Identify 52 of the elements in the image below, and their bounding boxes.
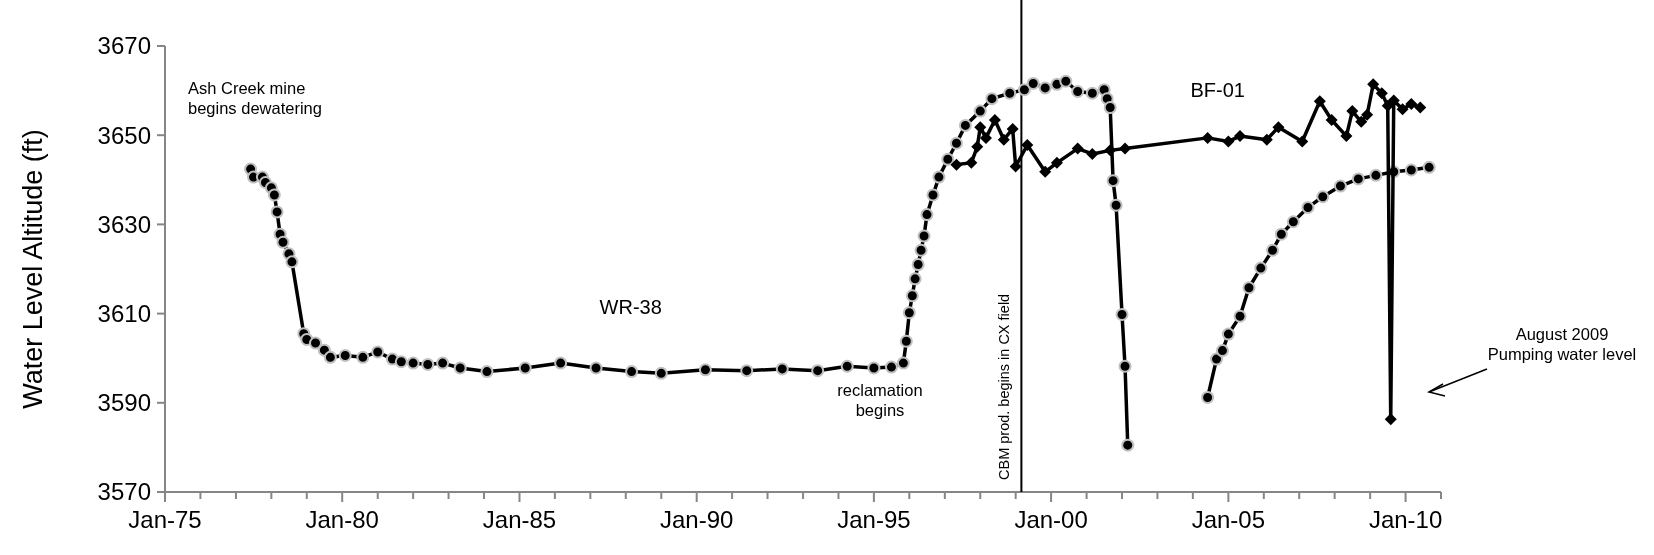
point [988, 114, 1001, 127]
point [1367, 78, 1380, 91]
point [1296, 135, 1309, 148]
point [1361, 108, 1374, 121]
point [997, 133, 1010, 146]
x-tick-label: Jan-85 [482, 506, 557, 533]
point [1355, 115, 1368, 128]
y-tick-label: 3670 [97, 32, 151, 60]
point [1375, 87, 1388, 100]
point [1346, 105, 1359, 118]
text: WR-38 [599, 295, 662, 318]
point [1039, 165, 1052, 178]
y-tick-label: 3610 [97, 300, 151, 327]
x-tick-label: Jan-10 [1368, 506, 1443, 533]
point [1086, 147, 1099, 160]
point [1272, 121, 1285, 134]
annotation: reclamation begins [837, 381, 923, 419]
point [1384, 413, 1397, 426]
point [1405, 97, 1418, 110]
ref-line-label: CBM prod. begins in CX field [996, 293, 1013, 480]
point [1104, 144, 1117, 157]
point [1050, 156, 1063, 169]
x-tick-label: Jan-80 [305, 506, 379, 533]
series-label: BF-01 [1190, 79, 1245, 102]
y-tick-label: 3630 [97, 210, 151, 238]
y-tick-label: 3570 [97, 478, 151, 506]
y-axis-title: Water Level Altitude (ft) [18, 129, 48, 409]
x-tick-label: Jan-05 [1191, 506, 1266, 533]
point [1396, 103, 1409, 116]
point [1119, 142, 1132, 155]
x-tick-label: Jan-90 [660, 506, 734, 533]
point [1006, 122, 1019, 135]
annotation: Ash Creek mine begins dewatering [188, 79, 322, 117]
point [965, 156, 978, 169]
point [1071, 142, 1084, 155]
point [971, 140, 984, 153]
y-tick-label: 3590 [97, 389, 151, 417]
point [1340, 130, 1353, 143]
point [950, 158, 963, 171]
x-tick-label: Jan-95 [837, 506, 911, 533]
point [1414, 101, 1427, 114]
point [1260, 133, 1273, 146]
point [1313, 95, 1326, 108]
point [1021, 139, 1034, 152]
text: August 2009 Pumping water level [1487, 325, 1637, 363]
point [979, 131, 992, 144]
x-tick-label: Jan-75 [128, 506, 202, 533]
x-tick-label: Jan-00 [1014, 506, 1088, 533]
point [1222, 135, 1235, 148]
y-tick-label: 3650 [97, 121, 151, 149]
point [1325, 114, 1338, 127]
point [1201, 131, 1214, 144]
